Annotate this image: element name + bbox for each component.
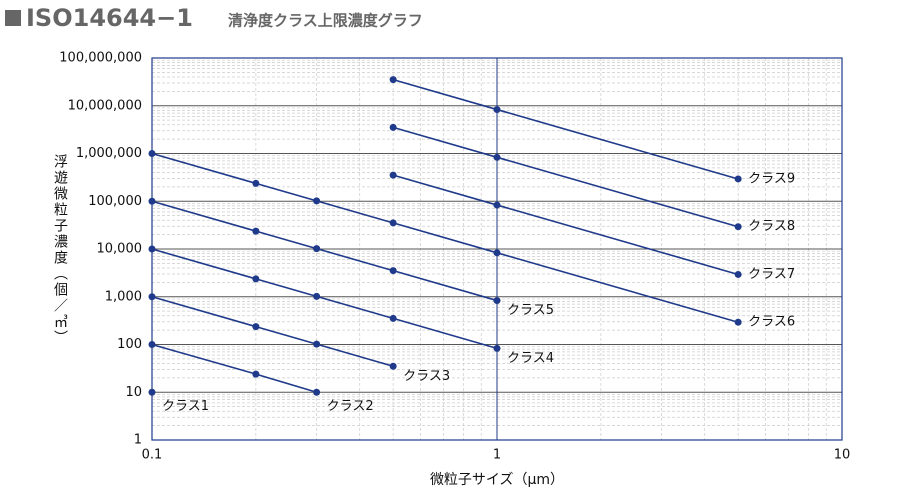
data-point bbox=[252, 323, 260, 331]
y-axis-label: 浮遊微粒子濃度（個／㎥） bbox=[52, 154, 68, 346]
chart-subtitle: 清浄度クラス上限濃度グラフ bbox=[228, 12, 423, 30]
data-point bbox=[148, 293, 156, 301]
series-line bbox=[151, 295, 394, 368]
series-label: クラス5 bbox=[507, 303, 554, 318]
data-point bbox=[389, 123, 397, 131]
series-label: クラス9 bbox=[748, 171, 795, 186]
data-point bbox=[493, 297, 501, 305]
x-axis-label: 微粒子サイズ（μm） bbox=[430, 472, 564, 488]
x-tick-label: 0.1 bbox=[142, 448, 163, 463]
data-point bbox=[252, 227, 260, 235]
y-tick-label: 10,000,000 bbox=[68, 98, 142, 113]
data-point bbox=[389, 76, 397, 84]
data-point bbox=[252, 179, 260, 187]
data-point bbox=[734, 223, 742, 231]
x-tick-label: 10 bbox=[834, 448, 851, 463]
series-label: クラス1 bbox=[162, 399, 209, 414]
y-tick-label: 100 bbox=[117, 337, 142, 352]
series-label: クラス3 bbox=[403, 369, 450, 384]
data-point bbox=[148, 150, 156, 157]
y-tick-label: 100,000 bbox=[88, 194, 142, 209]
series-label: クラス8 bbox=[748, 219, 795, 234]
data-point bbox=[313, 292, 321, 300]
data-point bbox=[148, 197, 156, 205]
data-point bbox=[493, 249, 501, 257]
data-point bbox=[493, 153, 501, 161]
series-label: クラス6 bbox=[748, 315, 795, 330]
data-point bbox=[252, 275, 260, 283]
data-point bbox=[148, 245, 156, 253]
data-point bbox=[313, 197, 321, 205]
data-point bbox=[148, 388, 156, 396]
data-point bbox=[734, 318, 742, 326]
series-label: クラス7 bbox=[748, 267, 795, 282]
data-point bbox=[389, 267, 397, 275]
data-point bbox=[389, 314, 397, 322]
y-tick-label: 1,000 bbox=[105, 289, 142, 304]
series-label: クラス4 bbox=[507, 351, 554, 366]
series-label: クラス2 bbox=[327, 399, 374, 414]
data-point bbox=[389, 219, 397, 227]
y-tick-label: 10 bbox=[125, 385, 142, 400]
y-tick-label: 1,000,000 bbox=[76, 146, 142, 161]
data-point bbox=[493, 106, 501, 114]
x-tick-label: 1 bbox=[493, 448, 501, 463]
data-point bbox=[252, 370, 260, 378]
data-point bbox=[493, 344, 501, 352]
data-point bbox=[148, 341, 156, 348]
data-point bbox=[389, 171, 397, 179]
y-tick-label: 1 bbox=[134, 433, 142, 448]
series-line bbox=[151, 152, 739, 323]
data-point bbox=[313, 245, 321, 253]
title-marker bbox=[5, 10, 21, 26]
y-tick-label: 100,000,000 bbox=[59, 51, 142, 66]
data-point bbox=[734, 270, 742, 278]
chart-title: ISO14644−1 bbox=[26, 4, 193, 32]
data-point bbox=[313, 388, 321, 396]
data-point bbox=[389, 362, 397, 370]
data-point bbox=[734, 175, 742, 183]
data-point bbox=[493, 201, 501, 209]
y-tick-label: 10,000 bbox=[97, 242, 143, 257]
data-point bbox=[313, 340, 321, 348]
